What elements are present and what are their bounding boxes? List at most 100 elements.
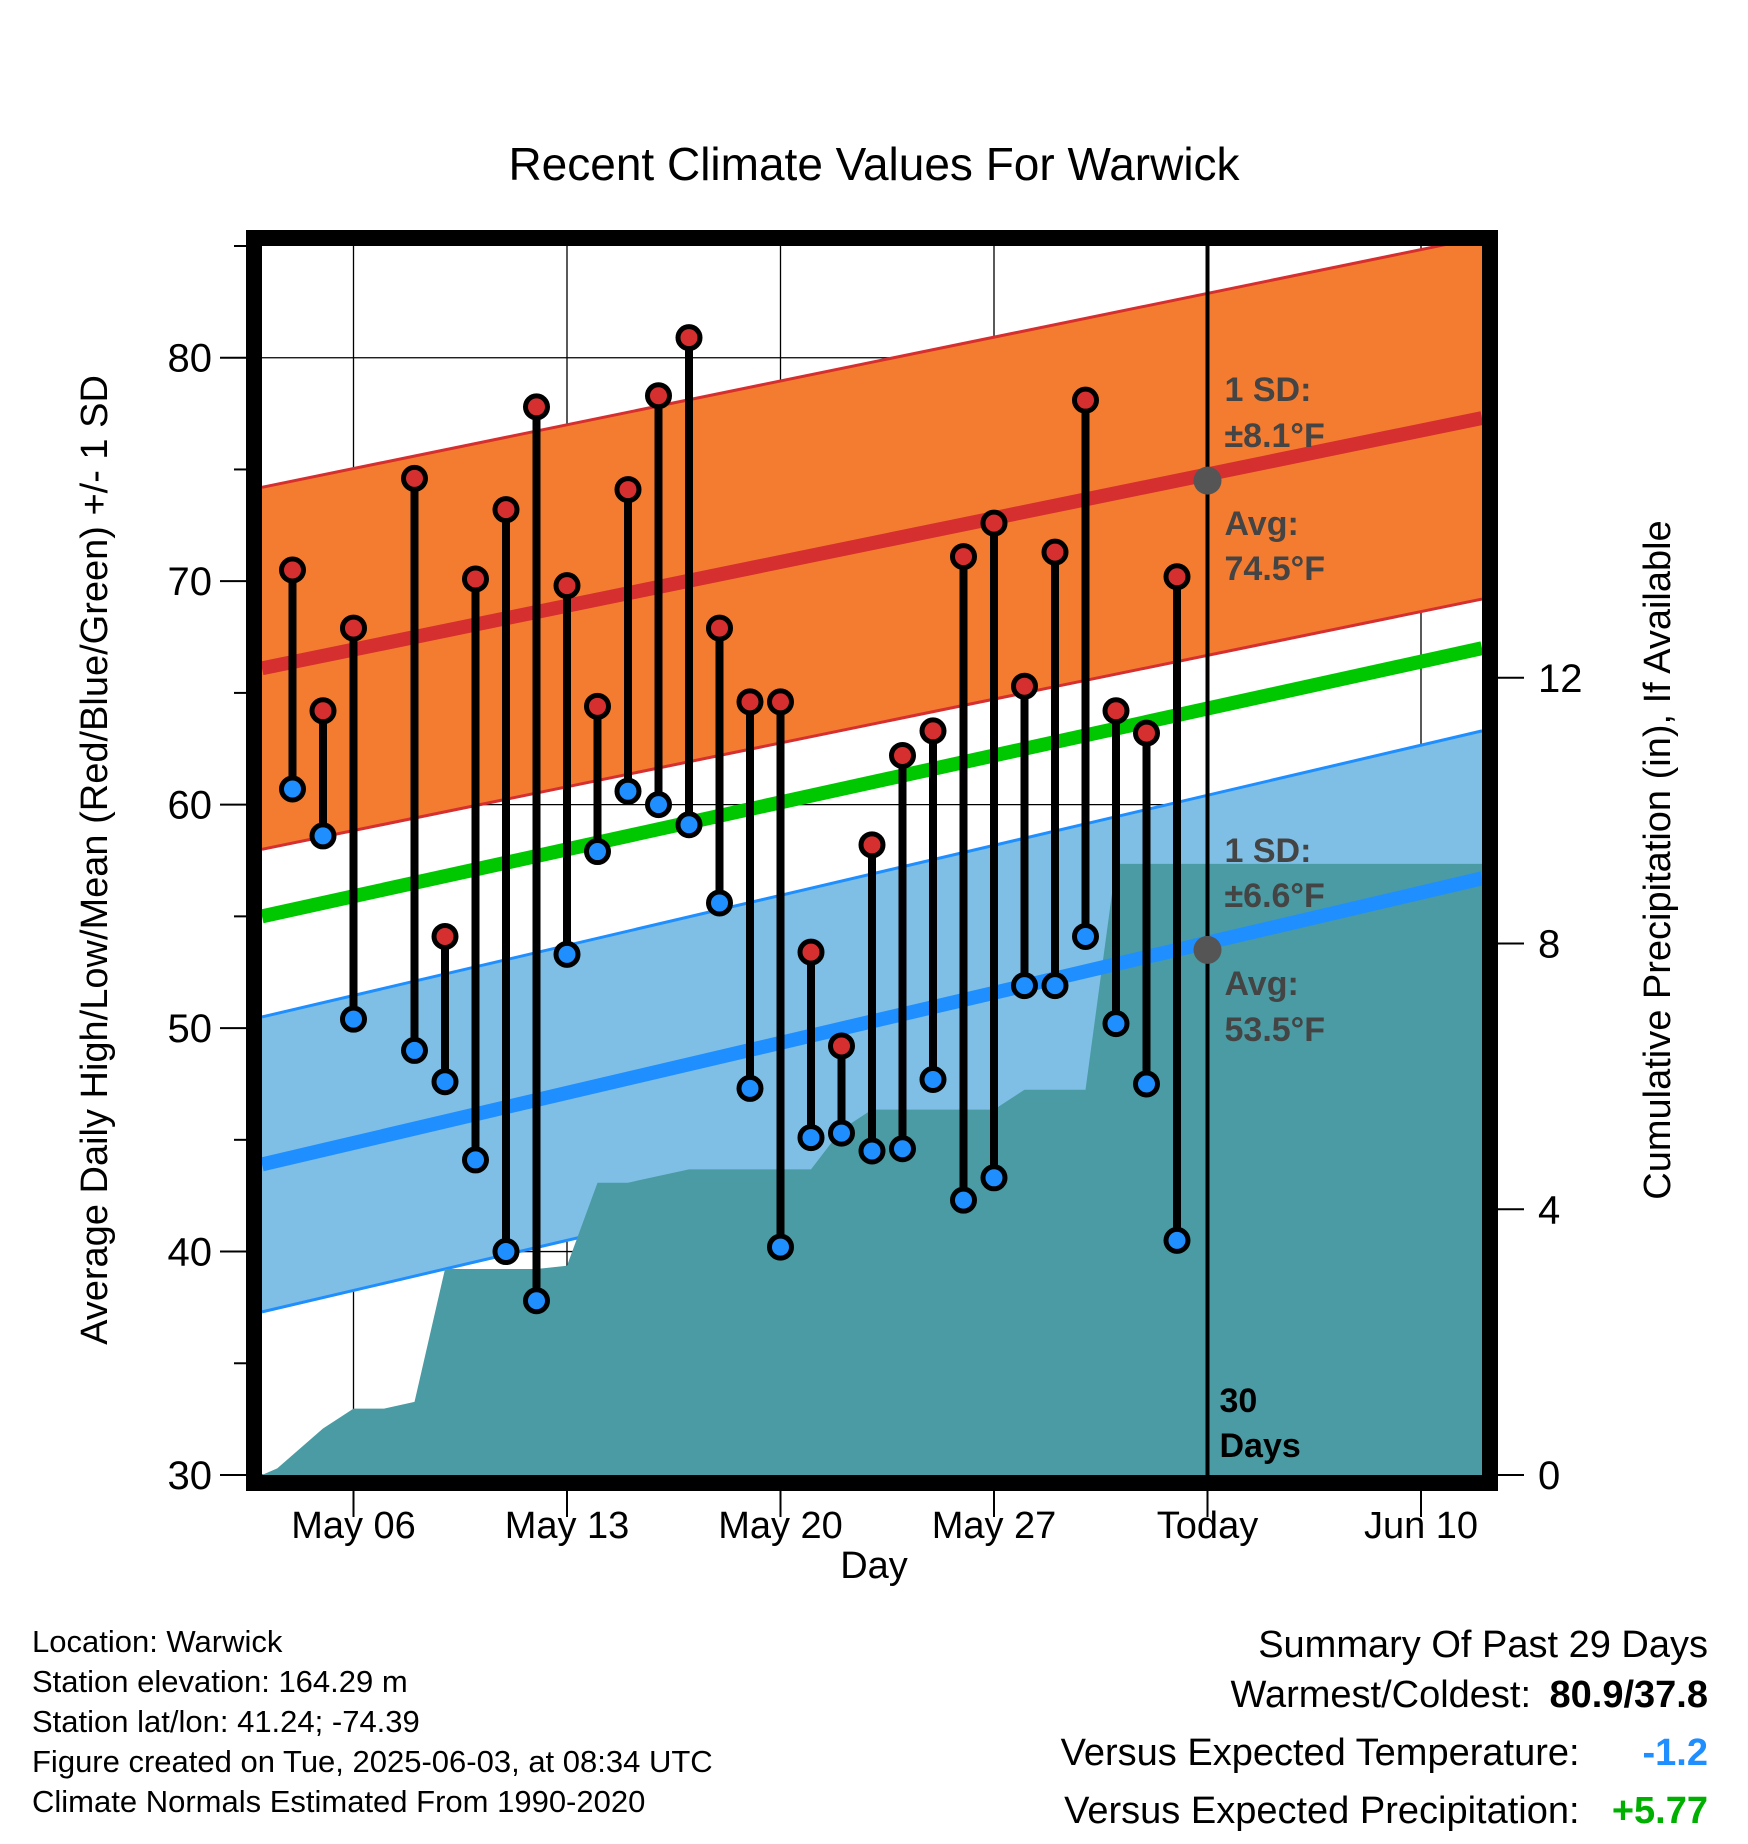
y-tick-label-right: 4 <box>1538 1188 1560 1232</box>
daily-low-point <box>919 1065 947 1093</box>
x-tick-label: Jun 10 <box>1364 1505 1478 1547</box>
x-tick-label: May 20 <box>718 1505 843 1547</box>
created-text: Figure created on Tue, 2025-06-03, at 08… <box>32 1744 713 1779</box>
station-info: Location: Warwick Station elevation: 164… <box>32 1622 713 1822</box>
daily-high-point <box>1133 719 1160 747</box>
daily-low-point <box>950 1186 977 1214</box>
daily-low-point <box>401 1036 428 1064</box>
daily-low-point <box>645 791 672 819</box>
y-tick-label-right: 8 <box>1538 923 1560 967</box>
y-tick-label-left: 60 <box>168 784 213 828</box>
daily-high-point <box>1163 563 1191 591</box>
x-tick-label: May 13 <box>505 1505 630 1547</box>
warmest-row: Warmest/Coldest: 80.9/37.8 <box>1061 1670 1709 1728</box>
daily-low-point <box>1102 1010 1130 1038</box>
daily-low-point <box>462 1146 489 1174</box>
precip-label: Versus Expected Precipitation: <box>1064 1790 1580 1832</box>
warmest-value: 80.9/37.8 <box>1549 1674 1708 1716</box>
low-avg-label: Avg: <box>1225 965 1299 1003</box>
daily-low-point <box>706 889 733 917</box>
daily-low-point <box>889 1135 916 1163</box>
daily-high-point <box>1011 672 1038 700</box>
daily-high-point <box>401 464 428 492</box>
y-tick-label-right: 12 <box>1538 657 1583 701</box>
daily-high-point <box>950 543 977 571</box>
daily-high-point <box>462 565 489 593</box>
daily-low-point <box>523 1287 550 1315</box>
daily-high-point <box>614 476 642 504</box>
daily-low-point <box>1041 972 1069 1000</box>
mean-avg-line <box>260 641 1484 924</box>
daily-low-point <box>797 1124 825 1152</box>
daily-low-point <box>1072 922 1099 950</box>
x-tick-label: May 06 <box>291 1505 416 1547</box>
y-tick-label-left: 30 <box>168 1454 213 1498</box>
y-tick-label-right: 0 <box>1538 1454 1560 1498</box>
daily-low-point <box>828 1119 855 1147</box>
daily-low-point <box>767 1233 794 1261</box>
daily-high-point <box>1041 538 1069 566</box>
low-avg-value: 53.5°F <box>1225 1011 1326 1049</box>
daily-high-point <box>858 831 886 859</box>
daily-high-point <box>645 382 672 410</box>
warmest-label: Warmest/Coldest: <box>1230 1674 1532 1716</box>
plot-frame <box>246 230 1498 1491</box>
summary-title: Summary Of Past 29 Days <box>1258 1624 1708 1666</box>
daily-low-point <box>736 1074 764 1102</box>
high-sd-band-upper-edge <box>261 235 1483 489</box>
daily-high-point <box>553 572 581 600</box>
today-low-avg-dot <box>1193 935 1222 964</box>
daily-high-point <box>889 741 916 769</box>
temp-row: Versus Expected Temperature: -1.2 <box>1061 1728 1708 1786</box>
daily-low-point <box>1163 1226 1191 1254</box>
temp-value: -1.2 <box>1642 1732 1708 1774</box>
daily-high-point <box>767 688 794 716</box>
daily-low-point <box>553 940 581 968</box>
daily-high-point <box>523 393 550 421</box>
x-tick-label: May 27 <box>932 1505 1057 1547</box>
daily-high-point <box>492 496 520 524</box>
precip-value: +5.77 <box>1611 1790 1708 1832</box>
daily-high-point <box>980 509 1008 537</box>
y-tick-label-left: 70 <box>168 560 213 604</box>
high-sd-band-lower-edge <box>261 597 1483 851</box>
daily-low-point <box>279 775 306 803</box>
daily-high-point <box>828 1032 855 1060</box>
today-high-avg-dot <box>1193 466 1222 495</box>
daily-low-point <box>858 1137 886 1165</box>
daily-low-point <box>340 1005 367 1033</box>
high-sd-value: ±8.1°F <box>1225 417 1325 455</box>
daily-high-point <box>919 717 947 745</box>
daily-low-point <box>584 838 611 866</box>
y-axis-label-right: Cumulative Precipitation (in), If Availa… <box>1637 520 1679 1199</box>
y-axis-label-left: Average Daily High/Low/Mean (Red/Blue/Gr… <box>74 375 116 1345</box>
normals-text: Climate Normals Estimated From 1990-2020 <box>32 1784 646 1819</box>
daily-low-point <box>1011 972 1038 1000</box>
elevation-text: Station elevation: 164.29 m <box>32 1664 408 1699</box>
daily-high-point <box>675 324 703 352</box>
daily-low-point <box>1133 1070 1160 1098</box>
precip-row: Versus Expected Precipitation: +5.77 <box>1061 1786 1708 1844</box>
daily-high-point <box>1102 697 1130 725</box>
temp-label: Versus Expected Temperature: <box>1060 1732 1580 1774</box>
daily-high-point <box>431 922 459 950</box>
x-axis-label: Day <box>840 1545 908 1587</box>
location-text: Location: Warwick <box>32 1624 283 1659</box>
daily-high-point <box>584 692 611 720</box>
daily-high-point <box>340 614 367 642</box>
plot-area: 1 SD: ±8.1°F Avg: 74.5°F 1 SD: ±6.6°F Avg: 53.5… <box>168 230 1583 1547</box>
high-avg-line <box>260 411 1484 676</box>
low-sd-value: ±6.6°F <box>1225 877 1325 915</box>
daily-high-point <box>309 697 337 725</box>
summary-panel: Summary Of Past 29 Days Warmest/Coldest:… <box>1061 1620 1708 1844</box>
daily-high-point <box>1072 386 1099 414</box>
days-count-label: 30 <box>1220 1382 1258 1420</box>
x-tick-label: Today <box>1157 1505 1258 1547</box>
daily-low-point <box>614 777 642 805</box>
chart-title: Recent Climate Values For Warwick <box>508 138 1240 190</box>
y-tick-label-left: 50 <box>168 1007 213 1051</box>
high-avg-label: Avg: <box>1225 505 1299 543</box>
high-avg-value: 74.5°F <box>1225 550 1326 588</box>
y-tick-label-left: 40 <box>168 1231 213 1275</box>
daily-high-point <box>279 556 306 584</box>
